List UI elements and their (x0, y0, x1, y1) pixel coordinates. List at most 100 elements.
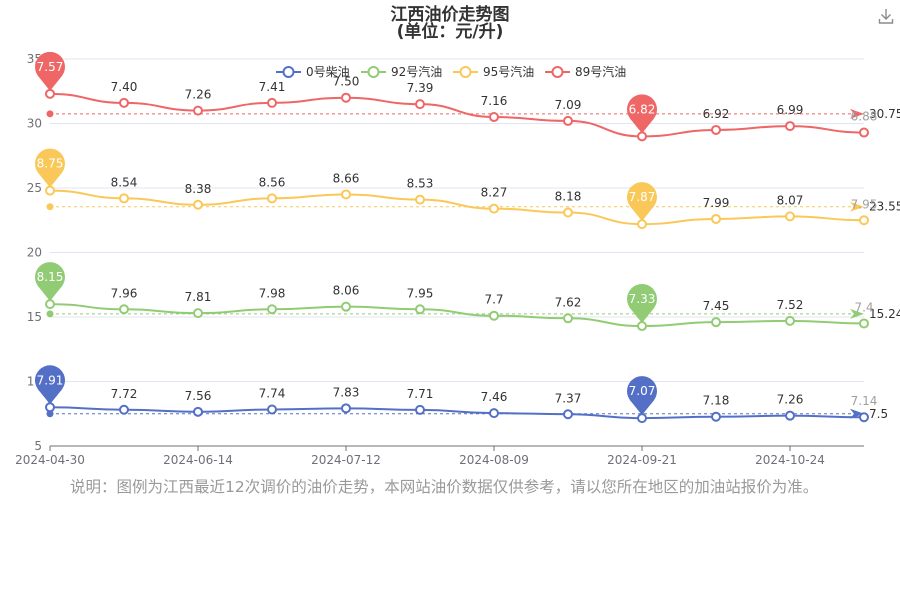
average-line-arrow (850, 408, 864, 419)
series-2: 23.55 8.54 8.38 8.56 8.66 8.53 8.27 8.18 7.99 8.0… (35, 148, 900, 230)
pin-label: 7.07 (629, 384, 656, 398)
chart-title: 江西油价走势图 (391, 4, 510, 25)
legend[interactable]: 0号柴油 92号汽油 95号汽油 89号汽油 (276, 64, 626, 79)
data-point (563, 409, 573, 420)
data-label: 8.38 (185, 182, 212, 196)
legend-item[interactable]: 92号汽油 (361, 64, 442, 79)
average-label: 30.75 (869, 107, 900, 121)
data-label: 7.41 (259, 80, 286, 94)
data-point (119, 404, 129, 415)
data-label: 8.27 (481, 186, 508, 200)
series-1: 15.24 7.96 7.81 7.98 8.06 7.95 7.7 7.62 7.45 7.52… (35, 262, 900, 332)
data-point (119, 193, 129, 204)
legend-marker (282, 66, 295, 78)
series-line (49, 92, 865, 138)
data-point (45, 402, 55, 413)
data-label: 8.06 (333, 284, 360, 298)
data-label: 7.45 (703, 299, 730, 313)
average-line-start (46, 203, 54, 211)
pin-label: 7.87 (629, 190, 656, 204)
grid-lines (50, 58, 864, 382)
data-point (341, 301, 351, 312)
x-tick-label: 2024-10-24 (755, 453, 825, 467)
data-label: 7.72 (111, 387, 138, 401)
y-tick-label: 25 (27, 181, 42, 195)
data-label: 7.50 (333, 75, 360, 89)
download-icon[interactable] (876, 6, 896, 26)
x-tick-label: 2024-06-14 (163, 453, 233, 467)
legend-item[interactable]: 95号汽油 (453, 64, 534, 79)
pin-head (627, 182, 657, 213)
average-line-arrow (850, 108, 864, 119)
series-layer: 7.5 7.72 7.56 7.74 7.83 7.71 7.46 7.37 7.18 7.26 7… (35, 51, 900, 424)
y-tick-label: 5 (34, 439, 42, 453)
data-point (193, 105, 203, 116)
average-label: 23.55 (869, 200, 900, 214)
data-label: 7.52 (777, 298, 804, 312)
data-point (859, 215, 869, 226)
data-label: 6.92 (703, 107, 730, 121)
data-label: 7.7 (484, 293, 503, 307)
average-label: 7.5 (869, 407, 888, 421)
legend-label: 92号汽油 (391, 64, 442, 79)
data-point (785, 315, 795, 326)
data-label: 7.09 (555, 98, 582, 112)
data-point (711, 124, 721, 135)
data-point (859, 127, 869, 138)
legend-marker (459, 66, 472, 78)
x-tick-label: 2024-08-09 (459, 453, 529, 467)
data-label: 7.81 (185, 290, 212, 304)
legend-item[interactable]: 0号柴油 (276, 65, 350, 79)
average-line-start (46, 410, 54, 418)
y-tick-label: 30 (27, 117, 42, 131)
data-label: 7.14 (851, 394, 878, 408)
data-point (637, 131, 647, 142)
data-point (45, 88, 55, 99)
average-line-arrow (850, 201, 864, 212)
pin-label: 8.75 (37, 157, 64, 171)
data-label: 7.26 (185, 88, 212, 102)
data-label: 7.46 (481, 390, 508, 404)
legend-marker (367, 66, 380, 78)
data-point (415, 404, 425, 415)
data-label: 7.95 (851, 197, 878, 211)
data-label: 6.88 (851, 110, 878, 124)
data-point (637, 413, 647, 424)
data-point (489, 408, 499, 419)
data-point (119, 304, 129, 315)
data-point (563, 207, 573, 218)
series-line (49, 406, 865, 420)
data-point (637, 219, 647, 230)
data-point (489, 112, 499, 123)
disclaimer-note: 说明：图例为江西最近12次调价的油价走势，本网站油价数据仅供参考，请以您所在地区… (70, 478, 819, 496)
legend-label: 95号汽油 (483, 64, 534, 79)
pin-label: 7.91 (37, 373, 64, 387)
average-line-arrow (850, 308, 864, 319)
data-label: 7.39 (407, 81, 434, 95)
pin-head (35, 51, 65, 82)
chart-subtitle: (单位：元/升) (397, 21, 504, 42)
legend-item[interactable]: 89号汽油 (545, 64, 626, 79)
legend-label: 0号柴油 (306, 65, 350, 79)
data-label: 8.66 (333, 171, 360, 185)
data-label: 7.99 (703, 196, 730, 210)
average-line-start (46, 310, 54, 318)
data-point (267, 404, 277, 415)
data-point (785, 211, 795, 222)
data-point (785, 410, 795, 421)
legend-label: 89号汽油 (575, 64, 626, 79)
data-point (415, 304, 425, 315)
pin-label: 7.33 (629, 292, 656, 306)
data-point (193, 199, 203, 210)
pin-label: 8.15 (37, 270, 64, 284)
data-point (563, 115, 573, 126)
average-line-start (46, 110, 54, 118)
data-label: 7.62 (555, 295, 582, 309)
data-label: 7.26 (777, 393, 804, 407)
data-label: 7.95 (407, 286, 434, 300)
series-line (49, 189, 865, 226)
data-point (267, 304, 277, 315)
data-label: 7.71 (407, 387, 434, 401)
pin-label: 6.82 (629, 102, 656, 116)
